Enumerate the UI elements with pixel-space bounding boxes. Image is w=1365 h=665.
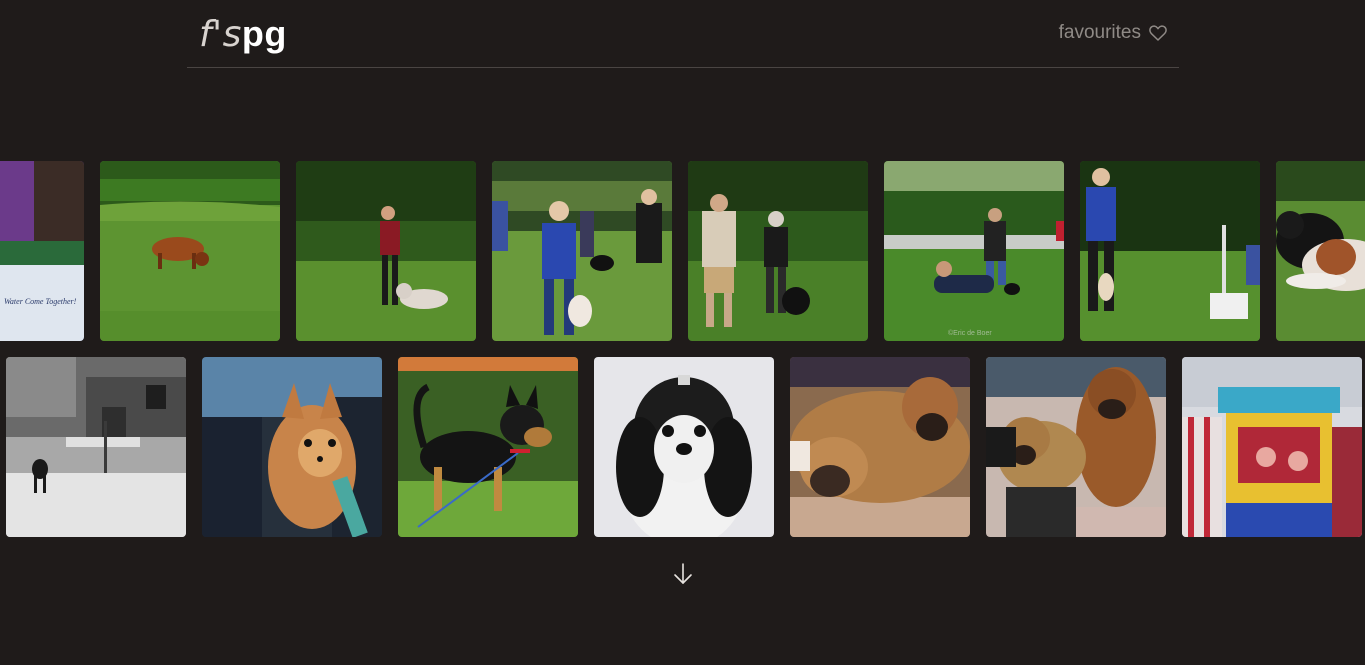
heart-outline-icon (1149, 25, 1167, 41)
photo-trainers-walking[interactable] (688, 161, 868, 341)
photo-dog-training-group[interactable] (492, 161, 672, 341)
photo-agility-sign[interactable]: 9 Water Come Together! (0, 161, 84, 341)
photo-black-dog-fence[interactable] (398, 357, 578, 537)
photo-watermark: ©Eric de Boer (948, 329, 992, 337)
favourites-link[interactable]: favourites (1059, 21, 1167, 45)
favourites-label: favourites (1058, 22, 1141, 43)
photo-dog-on-lawn[interactable] (100, 161, 280, 341)
photo-dogs-resting[interactable] (1276, 161, 1365, 341)
photo-woman-with-dog[interactable] (296, 161, 476, 341)
photo-bw-canal-dog[interactable] (6, 357, 186, 537)
photo-pomeranian-car[interactable] (202, 357, 382, 537)
photo-shih-tzu-portrait[interactable] (594, 357, 774, 537)
gallery-row-2 (0, 357, 1365, 538)
photo-punch-and-judy[interactable] (1182, 357, 1362, 537)
site-logo[interactable]: f'spg (199, 14, 287, 55)
gallery-row-1: 9 Water Come Together! (0, 161, 1365, 342)
logo-bold-text: pg (241, 13, 287, 54)
logo-light-text: f's (199, 14, 242, 55)
photo-boxers-sleeping[interactable] (790, 357, 970, 537)
photo-woman-blue-vest[interactable] (1080, 161, 1260, 341)
site-header: f'spg favourites (187, 0, 1179, 68)
photo-boxers-cushion[interactable] (986, 357, 1166, 537)
sign-caption: Water Come Together! (4, 297, 77, 306)
arrow-down-icon[interactable] (671, 561, 695, 587)
photo-man-lying-on-grass[interactable]: ©Eric de Boer (884, 161, 1064, 341)
